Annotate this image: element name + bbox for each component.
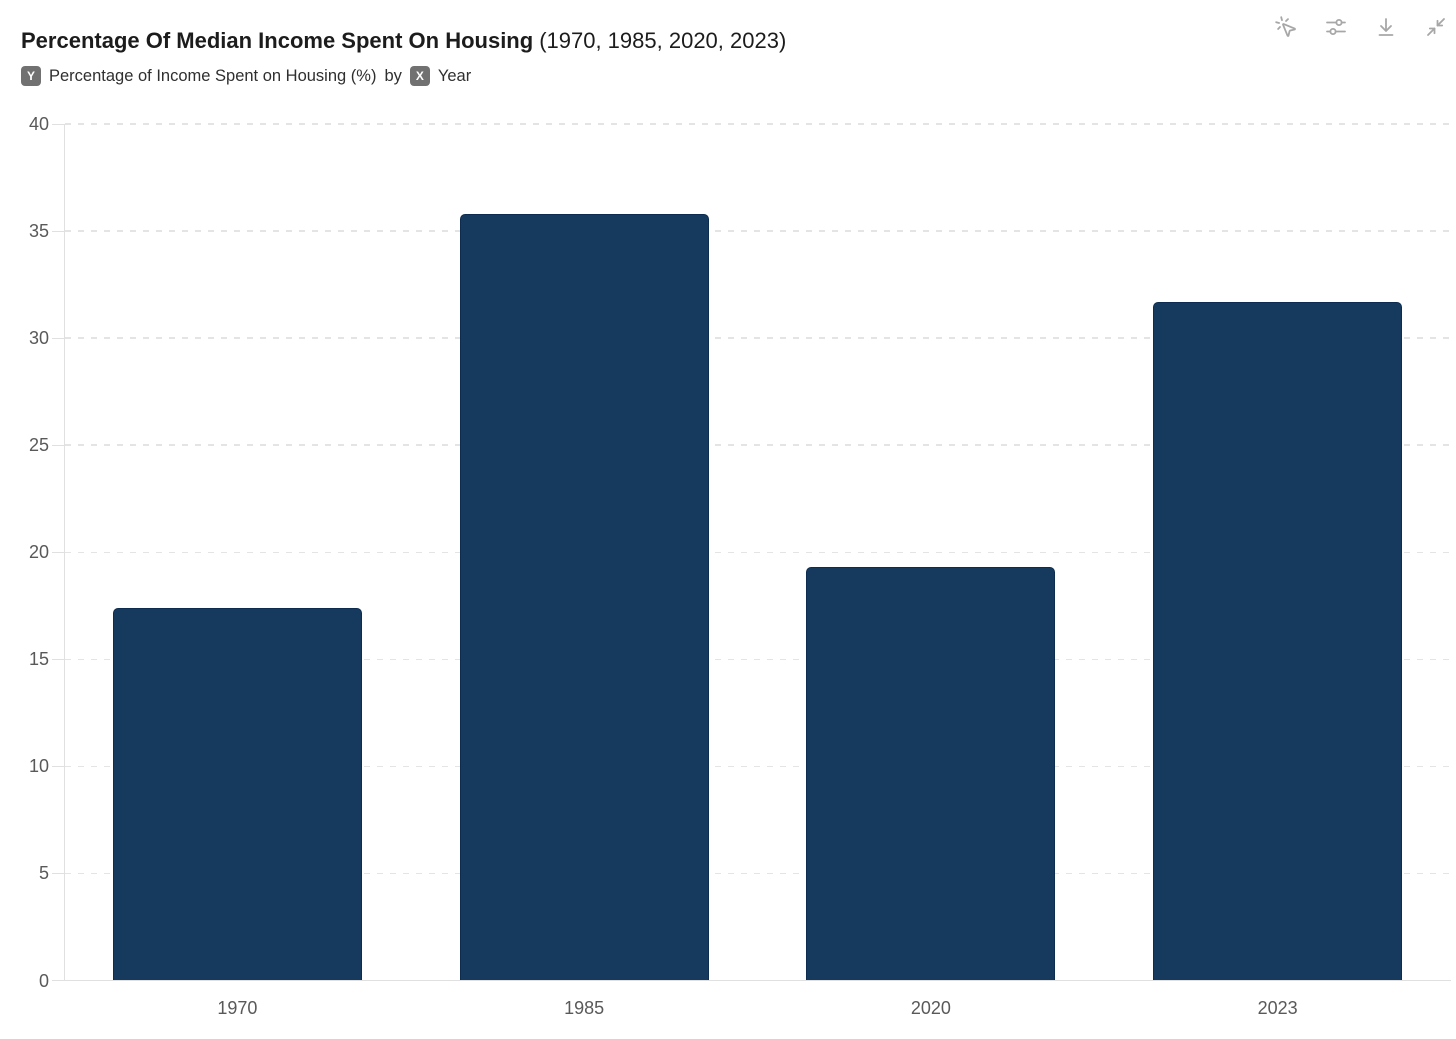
y-axis-tick — [52, 123, 64, 125]
y-axis-label: 35 — [28, 221, 49, 242]
settings-button[interactable] — [1324, 14, 1348, 40]
y-axis-label: 20 — [28, 542, 49, 563]
y-axis-tick — [52, 658, 64, 660]
y-axis-label: 25 — [28, 435, 49, 456]
page-title: Percentage Of Median Income Spent On Hou… — [21, 26, 786, 56]
toolbar — [1274, 14, 1448, 40]
y-axis-tick — [52, 444, 64, 446]
collapse-button[interactable] — [1424, 14, 1448, 40]
y-axis-tick — [52, 230, 64, 232]
y-axis-tick — [52, 980, 64, 981]
download-button[interactable] — [1374, 14, 1398, 40]
x-axis-field-label: Year — [437, 66, 472, 85]
axis-summary: Y Percentage of Income Spent on Housing … — [21, 66, 471, 86]
y-axis-label: 0 — [38, 970, 49, 991]
x-axis-badge: X — [409, 66, 430, 86]
x-axis-label: 2023 — [1257, 998, 1298, 1018]
gridline-25 — [65, 444, 1452, 446]
y-axis-tick — [52, 337, 64, 339]
bar-1985[interactable] — [459, 213, 709, 981]
title-paren: (1970, 1985, 2020, 2023) — [539, 27, 787, 53]
x-axis-label: 1970 — [217, 998, 258, 1018]
gridline-20 — [65, 551, 1452, 553]
gridline-35 — [65, 230, 1452, 232]
pointer-click-icon — [1275, 16, 1296, 37]
gridline-5 — [65, 872, 1452, 875]
sliders-icon — [1326, 19, 1346, 35]
bar-1970[interactable] — [112, 607, 362, 981]
y-axis-tick — [52, 872, 64, 874]
gridline-15 — [65, 658, 1452, 661]
y-axis-badge: Y — [21, 66, 41, 86]
bar-2020[interactable] — [806, 567, 1056, 981]
by-text: by — [384, 66, 402, 85]
bar-2023[interactable] — [1153, 301, 1403, 981]
collapse-icon — [1427, 18, 1445, 36]
y-axis-tick — [52, 765, 64, 767]
pointer-interact-button[interactable] — [1274, 14, 1298, 40]
y-axis-label: 5 — [38, 863, 49, 884]
gridline-10 — [65, 765, 1452, 768]
y-axis-line — [64, 124, 65, 981]
x-axis-line — [64, 980, 1451, 981]
y-axis-label: 30 — [28, 328, 49, 349]
gridline-40 — [65, 123, 1452, 125]
x-axis-label: 1985 — [564, 998, 605, 1018]
download-icon — [1378, 18, 1394, 36]
y-axis-tick — [52, 551, 64, 553]
y-axis-label: 40 — [28, 114, 49, 134]
x-axis-label: 2020 — [910, 998, 951, 1018]
y-axis-field-label: Percentage of Income Spent on Housing (%… — [49, 66, 377, 85]
y-axis-label: 10 — [28, 756, 49, 777]
title-main: Percentage Of Median Income Spent On Hou… — [21, 27, 534, 53]
y-axis-label: 15 — [28, 649, 49, 670]
gridline-30 — [65, 337, 1452, 339]
